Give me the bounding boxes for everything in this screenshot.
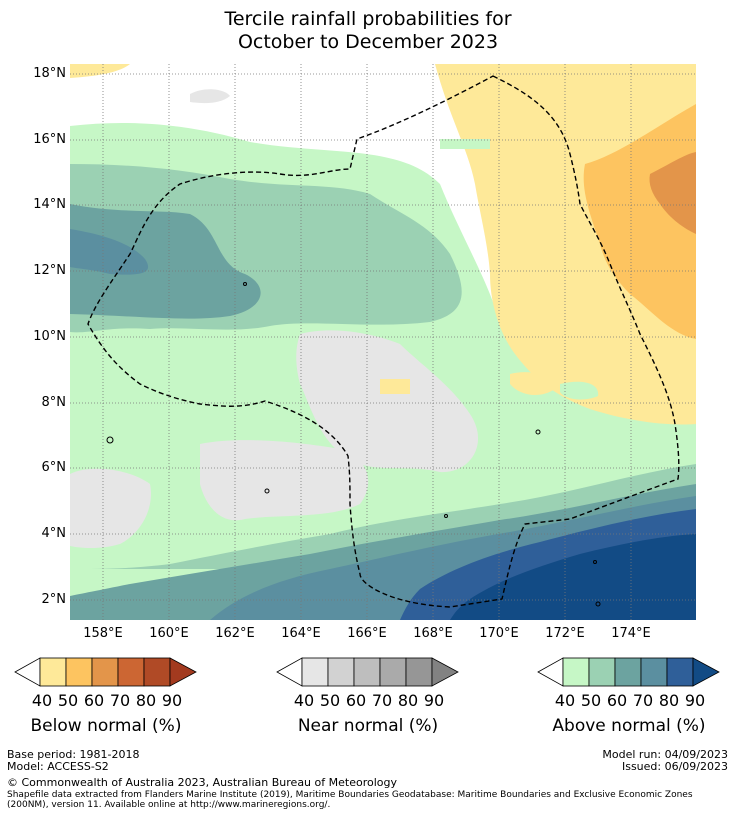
below-normal-50-region	[583, 104, 696, 339]
above-normal-legend-title: Above normal (%)	[552, 716, 706, 736]
near-swatch-4	[379, 657, 407, 687]
near-swatch-2	[327, 657, 355, 687]
near-normal-40-region-2	[70, 440, 369, 548]
tick: 40	[554, 691, 576, 710]
tick: 40	[31, 691, 53, 710]
tick: 50	[57, 691, 79, 710]
lat-label-12n: 12°N	[33, 263, 66, 278]
above-swatch-4	[640, 657, 668, 687]
above-normal-colorbar	[537, 657, 720, 687]
below-max-arrow	[169, 657, 197, 687]
near-swatch-3	[353, 657, 381, 687]
below-swatch-4	[117, 657, 145, 687]
near-normal-legend-title: Near normal (%)	[297, 716, 439, 736]
above-swatch-5	[666, 657, 694, 687]
tick: 80	[135, 691, 157, 710]
lat-label-8n: 8°N	[41, 395, 67, 410]
above-swatch-2	[588, 657, 616, 687]
near-swatch-1	[301, 657, 329, 687]
above-max-arrow	[692, 657, 720, 687]
above-normal-40-region-small-2	[440, 139, 490, 149]
lon-label-158e: 158°E	[83, 626, 123, 641]
lon-label-170e: 170°E	[479, 626, 519, 641]
near-swatch-5	[405, 657, 433, 687]
near-max-arrow	[431, 657, 459, 687]
tick: 80	[658, 691, 680, 710]
tick: 70	[632, 691, 654, 710]
issued-date: Issued: 06/09/2023	[621, 760, 728, 773]
islands	[106, 282, 601, 607]
eez-boundary	[87, 75, 680, 608]
above-swatch-1	[562, 657, 590, 687]
lon-label-174e: 174°E	[611, 626, 651, 641]
map-title: Tercile rainfall probabilities for Octob…	[0, 8, 736, 54]
tick: 90	[161, 691, 183, 710]
base-period: Base period: 1981-2018	[7, 748, 140, 761]
near-normal-colorbar	[276, 657, 459, 687]
tick: 50	[319, 691, 341, 710]
near-min-arrow	[276, 657, 303, 687]
rainfall-probability-map	[70, 64, 696, 620]
above-normal-90-region	[450, 534, 696, 620]
lon-label-160e: 160°E	[149, 626, 189, 641]
below-min-arrow	[14, 657, 41, 687]
lat-label-6n: 6°N	[41, 460, 67, 475]
lat-label-16n: 16°N	[33, 132, 66, 147]
grid-lines	[70, 64, 696, 620]
lat-label-18n: 18°N	[33, 66, 66, 81]
lon-label-166e: 166°E	[347, 626, 387, 641]
lon-label-164e: 164°E	[281, 626, 321, 641]
below-normal-60-region	[649, 152, 696, 234]
below-swatch-5	[143, 657, 171, 687]
model-run-date: Model run: 04/09/2023	[602, 748, 728, 761]
tick: 60	[83, 691, 105, 710]
above-min-arrow	[537, 657, 564, 687]
shapefile-credit-line-2: (200NM), version 11. Available online at…	[7, 800, 331, 810]
below-normal-colorbar	[14, 657, 197, 687]
tick: 80	[397, 691, 419, 710]
lon-label-168e: 168°E	[413, 626, 453, 641]
copyright: © Commonwealth of Australia 2023, Austra…	[7, 776, 397, 789]
tick: 40	[293, 691, 315, 710]
tick: 50	[580, 691, 602, 710]
tick: 60	[345, 691, 367, 710]
title-line-1: Tercile rainfall probabilities for	[224, 8, 512, 30]
tick: 60	[606, 691, 628, 710]
below-swatch-2	[65, 657, 93, 687]
below-swatch-1	[39, 657, 67, 687]
lat-label-4n: 4°N	[41, 526, 67, 541]
lon-label-172e: 172°E	[545, 626, 585, 641]
below-normal-legend-title: Below normal (%)	[30, 716, 182, 736]
lat-label-10n: 10°N	[33, 329, 66, 344]
tick: 90	[423, 691, 445, 710]
title-line-2: October to December 2023	[237, 31, 499, 53]
lat-label-14n: 14°N	[33, 197, 66, 212]
above-swatch-3	[614, 657, 642, 687]
tick: 70	[109, 691, 131, 710]
model-name: Model: ACCESS-S2	[7, 760, 109, 773]
below-swatch-3	[91, 657, 119, 687]
tick: 70	[371, 691, 393, 710]
near-normal-40-region-3	[190, 89, 230, 104]
lon-label-162e: 162°E	[215, 626, 255, 641]
above-normal-40-region-small	[560, 381, 599, 400]
shapefile-credit-line-1: Shapefile data extracted from Flanders M…	[7, 790, 693, 800]
below-normal-40-region	[70, 64, 696, 425]
tick: 90	[684, 691, 706, 710]
above-normal-60-region	[70, 204, 696, 620]
lat-label-2n: 2°N	[41, 592, 67, 607]
